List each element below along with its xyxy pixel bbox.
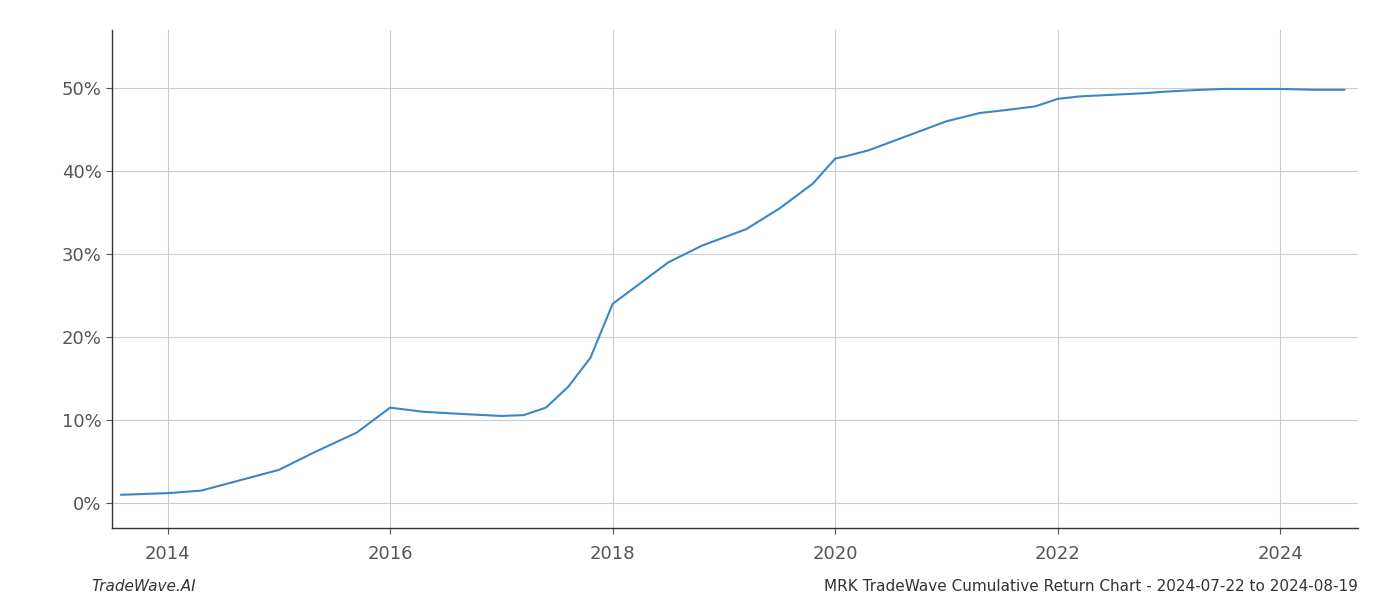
Text: TradeWave.AI: TradeWave.AI <box>91 579 196 594</box>
Text: MRK TradeWave Cumulative Return Chart - 2024-07-22 to 2024-08-19: MRK TradeWave Cumulative Return Chart - … <box>825 579 1358 594</box>
